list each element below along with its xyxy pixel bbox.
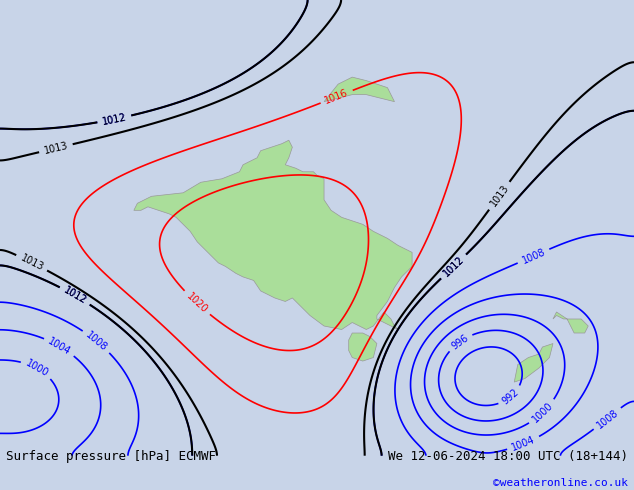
Text: 1013: 1013 [18, 253, 45, 272]
Text: 1012: 1012 [101, 112, 127, 126]
Text: 1013: 1013 [43, 141, 69, 156]
Polygon shape [349, 333, 377, 361]
Polygon shape [553, 312, 588, 333]
Text: 1000: 1000 [23, 358, 50, 379]
Text: 1004: 1004 [46, 336, 73, 357]
Text: 1008: 1008 [521, 246, 547, 266]
Text: 996: 996 [450, 332, 470, 351]
Polygon shape [324, 77, 394, 101]
Text: 1020: 1020 [184, 291, 209, 315]
Text: 1004: 1004 [510, 435, 537, 453]
Text: 992: 992 [500, 387, 521, 406]
Text: We 12-06-2024 18:00 UTC (18+144): We 12-06-2024 18:00 UTC (18+144) [387, 450, 628, 463]
Text: 1012: 1012 [61, 285, 88, 306]
Polygon shape [134, 140, 412, 329]
Text: 1012: 1012 [441, 254, 466, 279]
Text: 1000: 1000 [531, 400, 555, 424]
Text: 1012: 1012 [61, 285, 88, 306]
Text: ©weatheronline.co.uk: ©weatheronline.co.uk [493, 478, 628, 488]
Text: 1012: 1012 [101, 112, 127, 126]
Text: 1012: 1012 [441, 254, 466, 279]
Text: 1013: 1013 [488, 183, 510, 209]
Text: Surface pressure [hPa] ECMWF: Surface pressure [hPa] ECMWF [6, 450, 216, 463]
Polygon shape [514, 343, 553, 382]
Text: 1016: 1016 [323, 88, 350, 106]
Text: 1008: 1008 [84, 330, 109, 353]
Text: 1008: 1008 [595, 407, 620, 430]
